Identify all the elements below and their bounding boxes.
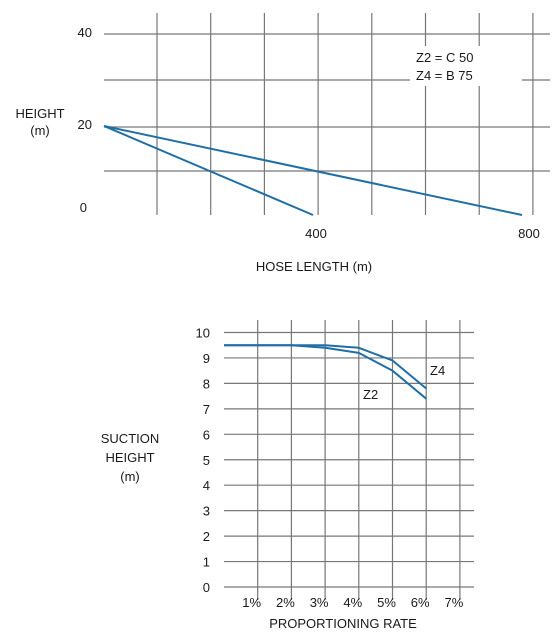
bottom-xtick-label: 5% [377,595,396,610]
top-ytick-20: 20 [78,117,92,132]
chart-suction-height: 0 1 2 3 4 5 6 7 8 9 10 1% 2% 3% 4% 5% 6% 7% SUCTION HEIG… [101,320,474,631]
bottom-series [224,344,427,400]
bottom-xtick-label: 1% [242,595,261,610]
top-grid [104,13,550,215]
bottom-ytick-label: 0 [203,580,210,595]
top-ylabel-line2: (m) [30,123,50,138]
bottom-ytick-label: 7 [203,402,210,417]
bottom-ytick-label: 10 [196,326,210,341]
top-series-line-1 [103,125,314,216]
bottom-ylabel-line2: HEIGHT [105,450,154,465]
bottom-xlabel: PROPORTIONING RATE [269,616,417,631]
top-xtick-800: 800 [518,226,540,241]
bottom-xtick-label: 7% [445,595,464,610]
bottom-ytick-label: 2 [203,529,210,544]
bottom-xtick-label: 3% [310,595,329,610]
z4-label-bg [427,362,451,378]
top-legend-line2: Z4 = B 75 [416,68,473,83]
bottom-series-line-z4 [224,344,427,390]
bottom-ytick-label: 8 [203,376,210,391]
bottom-x-ticks: 1% 2% 3% 4% 5% 6% 7% [242,595,463,610]
bottom-ylabel-line1: SUCTION [101,431,160,446]
top-series [103,125,523,216]
top-ytick-40: 40 [78,25,92,40]
bottom-ytick-label: 1 [203,555,210,570]
bottom-ylabel-line3: (m) [120,469,140,484]
top-xtick-400: 400 [305,226,327,241]
bottom-xtick-label: 2% [276,595,295,610]
bottom-ytick-label: 4 [203,478,210,493]
series-label-z4: Z4 [430,363,445,378]
chart-hose-length: 40 20 0 HEIGHT (m) 400 800 HOSE LENGTH (… [15,13,550,274]
top-series-line-2 [103,125,523,216]
top-legend-bg [410,46,522,86]
top-xlabel: HOSE LENGTH (m) [256,259,372,274]
bottom-xtick-label: 4% [343,595,362,610]
series-label-z2: Z2 [363,387,378,402]
bottom-y-ticks: 0 1 2 3 4 5 6 7 8 9 10 [196,326,210,596]
bottom-ytick-label: 9 [203,351,210,366]
bottom-ytick-label: 3 [203,504,210,519]
bottom-ytick-label: 5 [203,453,210,468]
top-ytick-0: 0 [80,200,87,215]
top-ylabel-line1: HEIGHT [15,106,64,121]
bottom-ytick-label: 6 [203,427,210,442]
bottom-grid [224,320,474,600]
bottom-xtick-label: 6% [411,595,430,610]
top-legend-line1: Z2 = C 50 [416,50,473,65]
z2-label-bg [361,386,385,402]
